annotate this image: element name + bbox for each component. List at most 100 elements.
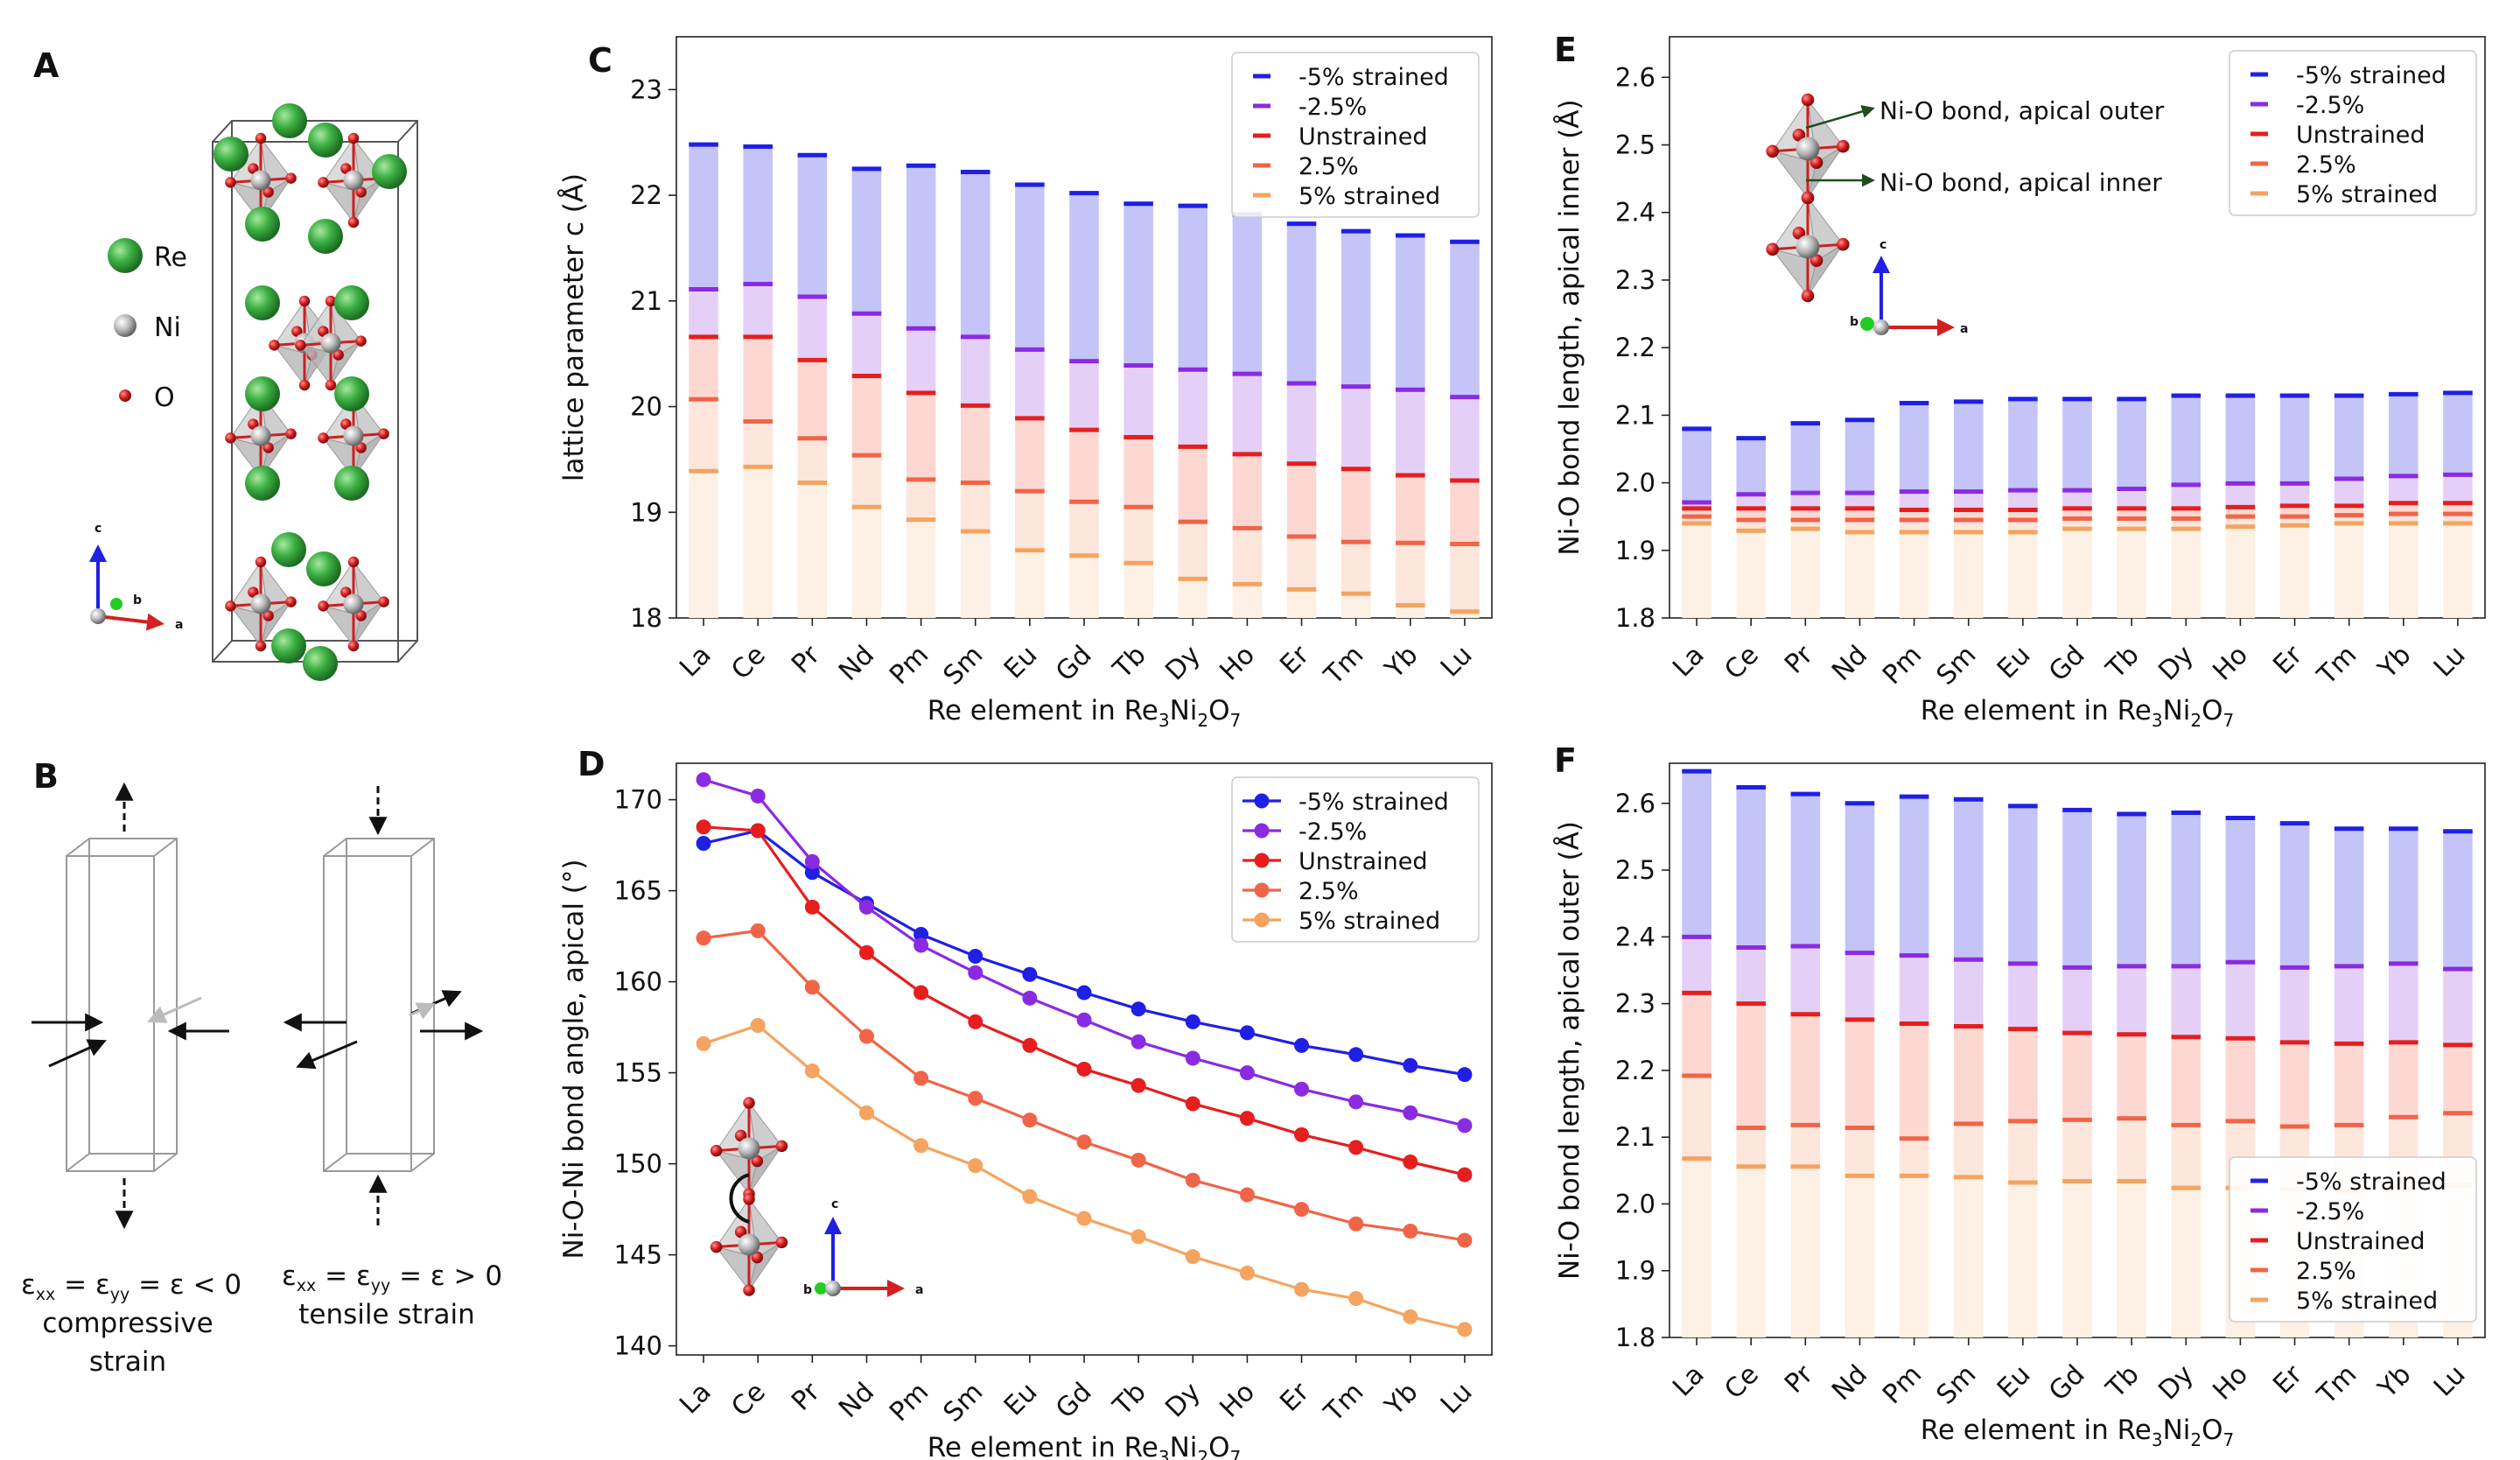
strain-range-bar [1899,491,1929,510]
o-atom [378,596,389,607]
strain-range-bar [1736,508,1766,521]
ni-atom [320,333,341,354]
strain-range-bar [1953,520,1984,532]
o-atom [347,132,360,144]
y-tick-label: 1.8 [1615,1323,1656,1352]
strain-range-bar [960,482,990,532]
inset-e-structure [1766,93,1850,303]
ni-atom [343,593,364,614]
re-atom [372,154,407,189]
x-axis-label-part: Ni [1170,1432,1198,1460]
x-axis-label-part: 3 [2152,1429,2163,1450]
strain-range-bar [1015,491,1045,551]
y-tick-label: 2.3 [1615,989,1656,1019]
re-atom [308,123,343,158]
o-atom [1792,227,1806,240]
x-tick-label: Ce [725,640,772,686]
y-tick-label: 22 [630,180,662,210]
data-point [1403,1105,1418,1120]
strain-range-bar [2225,483,2256,508]
strain-range-bar [906,519,936,618]
o-atom [1801,93,1815,107]
strain-range-bar [2279,516,2310,526]
strain-range-bar [1340,593,1371,618]
re-atom [245,376,280,411]
strain-range-bar [1953,959,1984,1027]
o-atom [710,1144,723,1157]
o-atom [225,600,236,612]
strain-range-bar [2279,525,2310,618]
octahedron [225,556,297,652]
y-tick-label: 2.6 [1615,789,1656,818]
data-point [1022,1189,1038,1204]
ni-atom-icon [114,314,136,337]
data-point [1022,990,1038,1006]
inset-e-axis-c: c [1880,238,1886,252]
strain-range-bar [743,467,773,618]
strain-range-bar [2171,1036,2202,1126]
data-point [1022,1113,1038,1128]
data-point [804,865,820,881]
x-axis-label-part: 2 [1197,710,1208,731]
strain-range-bar [2279,1042,2310,1127]
strain-range-bar [2062,967,2092,1034]
strain-range-bar [2062,490,2092,509]
y-tick-label: 140 [614,1331,662,1361]
x-axis-label-part: 3 [1158,1447,1170,1460]
strain-range-bar [1736,1003,1766,1128]
x-tick-label: Pr [1779,639,1819,679]
x-tick-label: Tb [1107,1377,1152,1422]
strain-range-bar [1736,530,1766,618]
data-point [1239,1025,1255,1041]
ni-atom [343,425,364,446]
strain-range-bar [2334,505,2364,516]
strain-range-bar [1953,491,1984,510]
x-tick-label: Sm [938,1377,990,1428]
strain-range-bar [2334,478,2364,506]
legend-box [2229,50,2477,216]
data-point [1185,1249,1200,1265]
strain-range-bar [743,336,773,422]
x-tick-label: Gd [2043,640,2091,688]
octahedron-face [353,178,384,223]
data-point [1457,1118,1473,1134]
legend-marker [1254,793,1270,809]
y-tick-label: 160 [614,967,662,997]
strain-range-bar [1899,520,1929,532]
strain-range-bar [1069,502,1099,556]
strain-range-bar [960,531,990,618]
panel-a-structure: Re Ni O c b a [89,103,418,681]
data-point [696,836,711,852]
octahedron-face [330,340,361,386]
strain-range-bar [1844,508,1875,521]
x-tick-label: Er [1274,1376,1315,1417]
strain-range-bar [2117,529,2146,618]
data-point [1403,1057,1418,1073]
x-tick-label: Eu [998,1377,1044,1422]
data-point [1130,1229,1146,1245]
y-tick-label: 23 [630,74,662,104]
strain-range-bar [1286,537,1317,590]
data-point [1348,1140,1364,1155]
x-tick-label: Nd [1826,640,1873,687]
ni-atom [250,593,271,614]
strain-range-bar [1682,1158,1712,1337]
data-point [914,985,929,1000]
o-atom [248,586,259,598]
data-point [750,1018,766,1034]
strain-range-bar [1682,771,1712,937]
x-tick-label: Sm [1931,1359,1983,1411]
o-atom [318,177,329,188]
strain-range-bar [1953,799,1984,960]
data-point [1185,1172,1200,1188]
legend-label: 2.5% [1298,153,1359,180]
inset-e-label-inner: Ni-O bond, apical inner [1880,168,2162,197]
strain-range-bar [1790,946,1821,1014]
strain-range-bar [1844,419,1875,494]
strain-range-bar [2279,483,2310,506]
strain-range-bar [2117,965,2146,1035]
x-tick-label: Pm [1877,1359,1928,1410]
strain-range-bar [743,284,773,337]
y-tick-label: 2.5 [1615,855,1656,885]
strain-range-bar [2062,529,2092,618]
